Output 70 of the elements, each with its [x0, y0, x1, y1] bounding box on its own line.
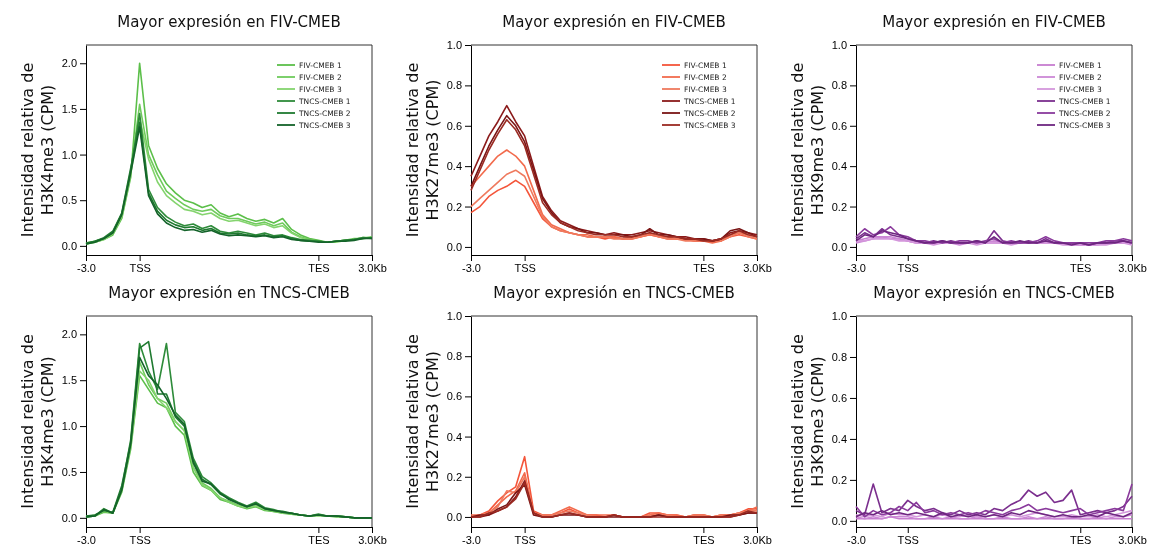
y-tick-label: 0.2: [831, 200, 847, 213]
y-tick-label: 1.0: [61, 148, 77, 161]
y-tick-label: 0.0: [831, 514, 847, 527]
y-tick-label: 0.6: [831, 119, 847, 132]
y-tick-label: 0.4: [446, 430, 462, 443]
y-tick-label: 1.0: [61, 420, 77, 433]
y-tick-label: 0.8: [831, 350, 847, 363]
y-tick-label: 0.0: [446, 510, 462, 523]
x-tick-label: TSS: [514, 533, 536, 546]
y-tick-label: 0.2: [446, 200, 462, 213]
y-tick-label: 2.0: [61, 328, 77, 341]
x-tick-label: TSS: [129, 261, 151, 274]
x-tick-label: -3.0: [462, 261, 481, 274]
y-tick-label: 0.0: [61, 511, 77, 524]
y-tick-label: 0.0: [61, 239, 77, 252]
y-tick-label: 0.4: [831, 160, 847, 173]
x-tick-label: TSS: [897, 261, 919, 274]
x-tick-label: TES: [308, 533, 330, 546]
y-tick-label: 1.0: [831, 310, 847, 323]
x-tick-label: TES: [1070, 533, 1092, 546]
chart-title: Mayor expresión en FIV-CMEB: [502, 13, 726, 31]
y-tick-label: 1.5: [61, 102, 77, 115]
y-tick-label: 0.2: [446, 470, 462, 483]
y-axis-title: Intensidad relativa de H3K9me3 (CPM): [788, 62, 827, 238]
y-tick-label: 0.8: [831, 79, 847, 92]
x-tick-label: -3.0: [462, 533, 481, 546]
x-tick-label: -3.0: [847, 533, 866, 546]
x-tick-label: -3.0: [77, 261, 96, 274]
y-tick-label: 0.8: [446, 79, 462, 92]
y-axis-title: Intensidad relativa de H3K4me3 (CPM): [18, 334, 57, 509]
x-tick-label: -3.0: [77, 533, 96, 546]
y-tick-label: 1.0: [446, 310, 462, 323]
x-tick-label: -3.0: [847, 261, 866, 274]
y-axis-title: Intensidad relativa de H3K27me3 (CPM): [403, 334, 442, 509]
x-tick-label: 3.0Kb: [358, 261, 387, 274]
chart-title: Mayor expresión en TNCS-CMEB: [873, 284, 1115, 302]
y-tick-label: 0.6: [831, 391, 847, 404]
y-tick-label: 0.4: [831, 432, 847, 445]
y-tick-label: 0.0: [831, 240, 847, 253]
chart-title: Mayor expresión en FIV-CMEB: [117, 13, 341, 31]
y-tick-label: 0.4: [446, 160, 462, 173]
x-tick-label: 3.0Kb: [743, 533, 772, 546]
y-tick-label: 0.0: [446, 240, 462, 253]
x-tick-label: TES: [693, 261, 715, 274]
chart-title: Mayor expresión en TNCS-CMEB: [493, 284, 735, 302]
y-tick-label: 1.0: [446, 39, 462, 52]
chart-title: Mayor expresión en TNCS-CMEB: [108, 284, 350, 302]
x-tick-label: TSS: [897, 533, 919, 546]
x-tick-label: TES: [1070, 261, 1092, 274]
x-tick-label: 3.0Kb: [743, 261, 772, 274]
x-tick-label: 3.0Kb: [1118, 533, 1147, 546]
x-tick-label: TSS: [129, 533, 151, 546]
chart-title: Mayor expresión en FIV-CMEB: [882, 13, 1106, 31]
y-tick-label: 0.2: [831, 473, 847, 486]
y-axis-title: Intensidad relativa de H3K4me3 (CPM): [18, 62, 57, 238]
y-tick-label: 0.6: [446, 390, 462, 403]
y-tick-label: 0.5: [61, 194, 77, 207]
y-tick-label: 1.5: [61, 374, 77, 387]
y-tick-label: 0.5: [61, 465, 77, 478]
x-tick-label: 3.0Kb: [1118, 261, 1147, 274]
y-tick-label: 1.0: [831, 39, 847, 52]
y-axis-title: Intensidad relativa de H3K27me3 (CPM): [403, 62, 442, 238]
x-tick-label: TES: [308, 261, 330, 274]
y-tick-label: 0.6: [446, 119, 462, 132]
x-tick-label: TES: [693, 533, 715, 546]
y-tick-label: 0.8: [446, 350, 462, 363]
y-tick-label: 2.0: [61, 57, 77, 70]
x-tick-label: 3.0Kb: [358, 533, 387, 546]
x-tick-label: TSS: [514, 261, 536, 274]
y-axis-title: Intensidad relativa de H3K9me3 (CPM): [788, 334, 827, 509]
